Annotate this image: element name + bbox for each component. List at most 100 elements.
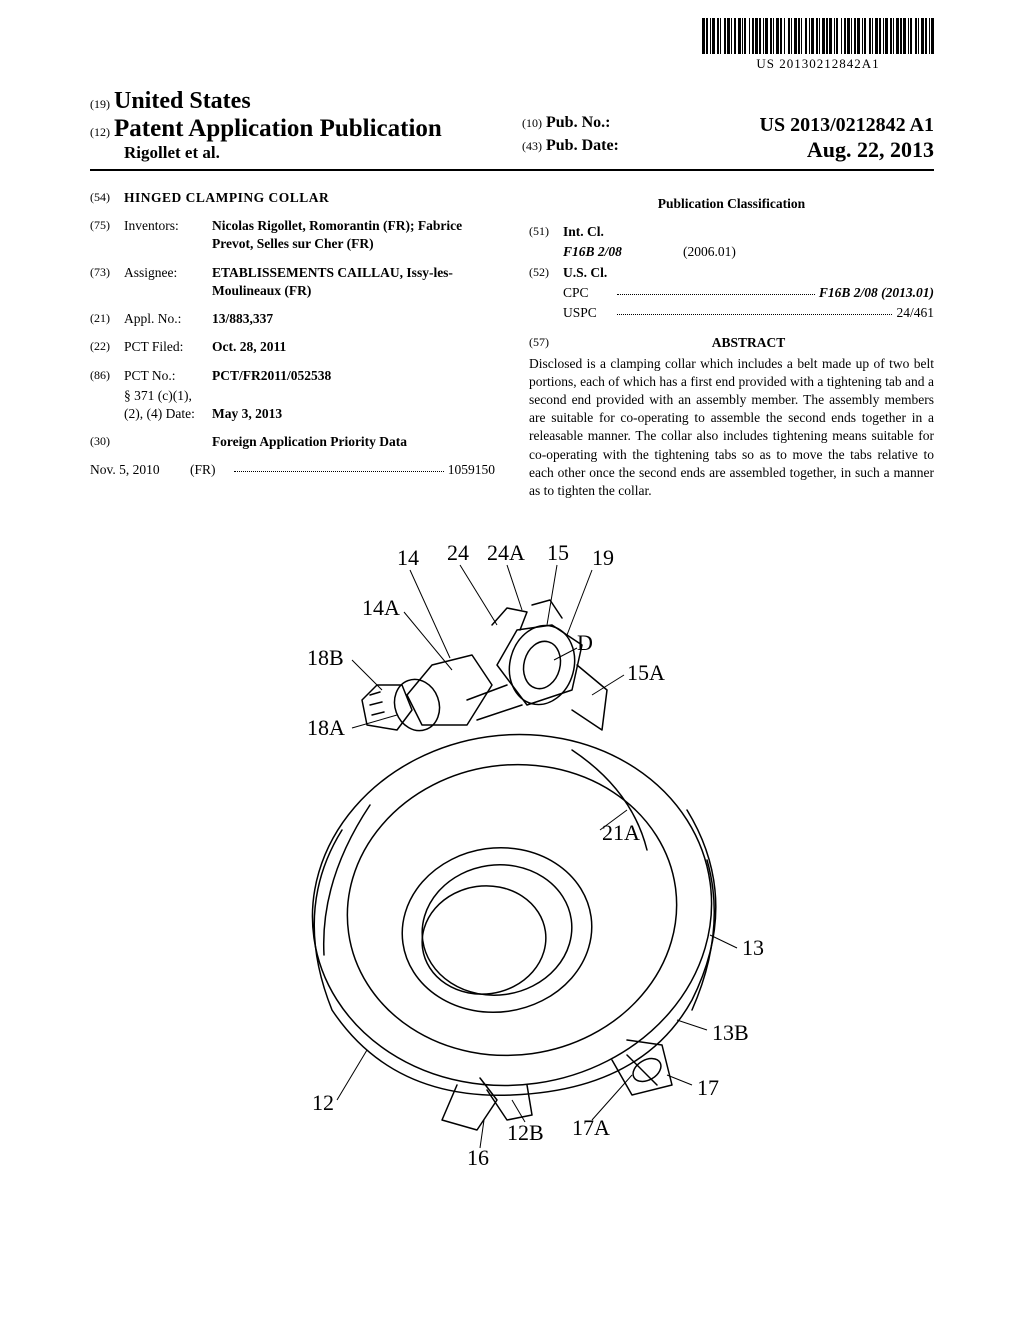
assignee-num: (73) <box>90 264 124 300</box>
pct-filed-val: Oct. 28, 2011 <box>212 338 495 356</box>
country: United States <box>114 88 251 114</box>
title-num: (54) <box>90 189 124 207</box>
s371-label: § 371 (c)(1), (2), (4) Date: <box>124 387 212 423</box>
pub-date: Aug. 22, 2013 <box>807 137 934 163</box>
title-row: (54) HINGED CLAMPING COLLAR <box>90 189 495 207</box>
fig-label-19: 19 <box>592 545 614 570</box>
int-cl-row: (51) Int. Cl. <box>529 223 934 241</box>
uspc-val: 24/461 <box>896 304 934 322</box>
cpc-label: CPC <box>563 284 613 302</box>
appl-no-row: (21) Appl. No.: 13/883,337 <box>90 310 495 328</box>
appl-no-num: (21) <box>90 310 124 328</box>
assignee-name: ETABLISSEMENTS CAILLAU, Issy-les-Mouline… <box>212 265 453 298</box>
fig-label-18b: 18B <box>307 645 344 670</box>
authors: Rigollet et al. <box>124 143 220 162</box>
fig-label-13b: 13B <box>712 1020 749 1045</box>
appl-no-label: Appl. No.: <box>124 310 212 328</box>
fig-label-d: D <box>577 630 593 655</box>
abstract-header-row: (57) ABSTRACT <box>529 334 934 352</box>
int-cl-year: (2006.01) <box>683 243 736 261</box>
fig-label-12b: 12B <box>507 1120 544 1145</box>
us-cl-label: U.S. Cl. <box>563 264 934 282</box>
abstract-title: ABSTRACT <box>563 334 934 352</box>
pub-no-num: (10) <box>522 116 542 130</box>
inventors-names: Nicolas Rigollet, Romorantin (FR); Fabri… <box>212 218 462 251</box>
pub-no-label: Pub. No.: <box>546 114 610 131</box>
priority-cc: (FR) <box>190 461 230 479</box>
header-right: (10) Pub. No.: US 2013/0212842 A1 (43) P… <box>502 114 934 163</box>
country-line: (19) United States <box>90 88 502 115</box>
authors-line: Rigollet et al. <box>90 143 502 163</box>
cpc-val: F16B 2/08 (2013.01) <box>819 284 934 302</box>
fig-label-24: 24 <box>447 540 469 565</box>
pub-type: Patent Application Publication <box>114 115 442 142</box>
inventors-label: Inventors: <box>124 217 212 253</box>
fig-label-16: 16 <box>467 1145 489 1170</box>
pct-filed-row: (22) PCT Filed: Oct. 28, 2011 <box>90 338 495 356</box>
cpc-row: CPC F16B 2/08 (2013.01) <box>529 284 934 302</box>
pub-no-line: (10) Pub. No.: US 2013/0212842 A1 <box>522 114 934 132</box>
uspc-label: USPC <box>563 304 613 322</box>
invention-title: HINGED CLAMPING COLLAR <box>124 189 495 207</box>
pct-no-num: (86) <box>90 367 124 385</box>
inventors-val: Nicolas Rigollet, Romorantin (FR); Fabri… <box>212 217 495 253</box>
priority-row: Nov. 5, 2010 (FR) 1059150 <box>90 461 495 479</box>
priority-dots <box>234 461 444 472</box>
int-cl-num: (51) <box>529 223 563 241</box>
pub-date-num: (43) <box>522 139 542 153</box>
pub-type-num: (12) <box>90 125 110 139</box>
cpc-dots <box>617 284 815 295</box>
patent-figure: 14 24 24A 15 19 14A 18B 18A D 15A <box>90 530 934 1175</box>
barcode <box>702 18 934 54</box>
foreign-row: (30) Foreign Application Priority Data <box>90 433 495 451</box>
assignee-row: (73) Assignee: ETABLISSEMENTS CAILLAU, I… <box>90 264 495 300</box>
abstract-text: Disclosed is a clamping collar which inc… <box>529 355 934 501</box>
right-column: Publication Classification (51) Int. Cl.… <box>529 189 934 500</box>
left-column: (54) HINGED CLAMPING COLLAR (75) Invento… <box>90 189 495 500</box>
fig-label-13: 13 <box>742 935 764 960</box>
inventors-num: (75) <box>90 217 124 253</box>
fig-label-24a: 24A <box>487 540 525 565</box>
fig-label-15: 15 <box>547 540 569 565</box>
priority-num: 1059150 <box>448 461 495 479</box>
classification-title: Publication Classification <box>529 195 934 213</box>
inventors-row: (75) Inventors: Nicolas Rigollet, Romora… <box>90 217 495 253</box>
barcode-block: US 20130212842A1 <box>702 18 934 72</box>
pct-filed-label: PCT Filed: <box>124 338 212 356</box>
uspc-dots <box>617 304 892 315</box>
pub-no: US 2013/0212842 A1 <box>760 114 934 137</box>
priority-date: Nov. 5, 2010 <box>90 461 190 479</box>
us-cl-num: (52) <box>529 264 563 282</box>
fig-label-14: 14 <box>397 545 419 570</box>
int-cl-code: F16B 2/08 <box>563 243 683 261</box>
fig-label-12: 12 <box>312 1090 334 1115</box>
pub-date-line: (43) Pub. Date: Aug. 22, 2013 <box>522 137 934 155</box>
fig-label-14a: 14A <box>362 595 400 620</box>
header-left: (19) United States (12) Patent Applicati… <box>90 88 502 163</box>
assignee-val: ETABLISSEMENTS CAILLAU, Issy-les-Mouline… <box>212 264 495 300</box>
pct-no-row: (86) PCT No.: PCT/FR2011/052538 <box>90 367 495 385</box>
int-cl-code-row: F16B 2/08 (2006.01) <box>529 243 934 261</box>
appl-no-val: 13/883,337 <box>212 310 495 328</box>
pct-no-val: PCT/FR2011/052538 <box>212 367 495 385</box>
pub-type-line: (12) Patent Application Publication <box>90 115 502 143</box>
foreign-num: (30) <box>90 433 124 451</box>
s371-spacer <box>90 387 124 423</box>
fig-label-17a: 17A <box>572 1115 610 1140</box>
foreign-title: Foreign Application Priority Data <box>124 433 495 451</box>
us-cl-row: (52) U.S. Cl. <box>529 264 934 282</box>
fig-label-17: 17 <box>697 1075 719 1100</box>
int-cl-label: Int. Cl. <box>563 223 934 241</box>
barcode-number: US 20130212842A1 <box>702 56 934 72</box>
patent-page: US 20130212842A1 (19) United States (12)… <box>0 0 1024 1320</box>
uspc-row: USPC 24/461 <box>529 304 934 322</box>
assignee-label: Assignee: <box>124 264 212 300</box>
cpc-code: F16B 2/08 (2013.01) <box>819 285 934 300</box>
pct-filed-num: (22) <box>90 338 124 356</box>
header: (19) United States (12) Patent Applicati… <box>90 88 934 171</box>
s371-row: § 371 (c)(1), (2), (4) Date: May 3, 2013 <box>90 387 495 423</box>
int-cl-spacer <box>529 243 563 261</box>
fig-label-15a: 15A <box>627 660 665 685</box>
biblio-columns: (54) HINGED CLAMPING COLLAR (75) Invento… <box>90 189 934 500</box>
s371-date: May 3, 2013 <box>212 405 495 423</box>
